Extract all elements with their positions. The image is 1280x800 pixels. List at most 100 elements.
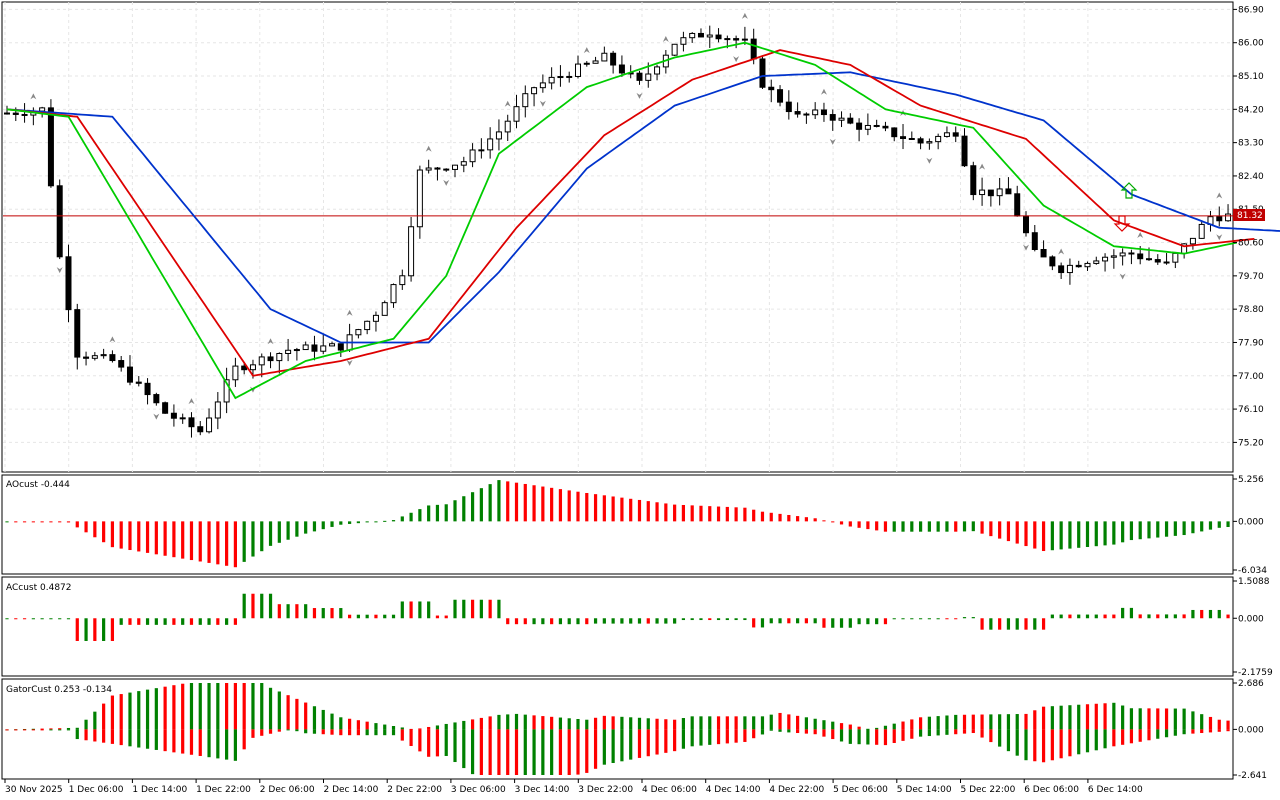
candle-body xyxy=(302,344,309,351)
ao-bar xyxy=(453,500,457,522)
candle-body xyxy=(1049,256,1056,267)
ao-bar xyxy=(892,521,896,532)
gator-up-bar xyxy=(1024,713,1028,730)
gator-down-bar xyxy=(1050,729,1054,761)
candle-body xyxy=(531,87,538,95)
ac-bar xyxy=(462,599,466,619)
ac-histogram xyxy=(5,593,1230,641)
ac-bar xyxy=(1015,618,1019,630)
ac-bar xyxy=(523,618,527,625)
gator-up-bar xyxy=(892,723,896,730)
ac-bar xyxy=(813,618,817,624)
gator-up-bar xyxy=(506,714,510,730)
ac-bar xyxy=(356,614,360,619)
gator-down-bar xyxy=(1121,729,1125,745)
candle-body xyxy=(1040,249,1047,258)
gator-up-bar xyxy=(198,683,202,730)
ao-bar xyxy=(5,521,9,523)
ac-bar xyxy=(716,618,721,621)
candle-body xyxy=(21,113,28,116)
gator-up-bar xyxy=(875,727,879,730)
gator-down-bar xyxy=(927,729,931,737)
fractal-up-icon xyxy=(504,100,511,107)
candle-body xyxy=(785,101,792,113)
ac-bar xyxy=(1217,609,1221,619)
gator-up-bar xyxy=(954,714,958,730)
ac-bar xyxy=(822,618,826,628)
x-tick-label: 2 Dec 22:00 xyxy=(387,785,442,795)
ao-bar xyxy=(567,490,571,522)
ao-bar xyxy=(58,521,62,523)
candle-body xyxy=(996,188,1003,197)
candle-body xyxy=(741,38,748,41)
ac-bar xyxy=(514,618,519,625)
gator-up-bar xyxy=(1068,705,1072,730)
ao-bar xyxy=(637,499,642,522)
gator-down-bar xyxy=(347,729,352,736)
ao-bar xyxy=(251,521,255,557)
x-tick-label: 1 Dec 22:00 xyxy=(196,785,251,795)
gator-histogram xyxy=(5,683,1230,775)
gator-down-bar xyxy=(769,729,773,731)
ao-bar xyxy=(901,521,905,532)
candle-body xyxy=(864,124,871,130)
ao-bar xyxy=(550,487,554,522)
gator-up-bar xyxy=(523,714,527,730)
ao-bar xyxy=(40,521,44,523)
ao-bar xyxy=(743,507,747,522)
gator-down-bar xyxy=(198,729,202,756)
candle-body xyxy=(320,345,327,352)
ac-bar xyxy=(901,618,905,620)
candle-body xyxy=(135,381,142,384)
gator-up-bar xyxy=(1182,708,1186,730)
ao-bar xyxy=(541,486,545,522)
ao-bar xyxy=(822,520,826,522)
ao-bar xyxy=(128,521,132,551)
ac-bar xyxy=(629,618,633,624)
gator-down-bar xyxy=(444,729,448,756)
ac-bar xyxy=(681,618,686,621)
gator-up-bar xyxy=(541,716,545,730)
grid-lines xyxy=(3,2,1233,472)
gator-down-bar xyxy=(1006,729,1011,752)
price-tick-label: 82.40 xyxy=(1238,172,1264,182)
gator-down-bar xyxy=(277,729,281,732)
candle-body xyxy=(381,302,388,316)
gator-up-bar xyxy=(910,719,914,730)
gator-up-bar xyxy=(49,728,53,730)
ac-bar xyxy=(198,618,202,625)
ao-bar xyxy=(629,498,633,522)
gator-up-bar xyxy=(365,721,369,730)
x-tick-label: 3 Dec 06:00 xyxy=(451,785,506,795)
fractal-down-icon xyxy=(539,100,546,107)
ac-bar xyxy=(1226,614,1230,619)
ac-bar xyxy=(93,618,97,641)
gator-up-bar xyxy=(1191,711,1195,730)
gator-down-bar xyxy=(356,729,360,736)
candle-body xyxy=(170,412,177,419)
ao-bar xyxy=(1164,521,1169,537)
gator-down-bar xyxy=(497,729,501,775)
ao-bar xyxy=(831,521,835,523)
fractal-up-icon xyxy=(1137,232,1144,239)
gator-down-bar xyxy=(971,729,975,734)
ac-bar xyxy=(506,618,510,625)
ac-tick-label: 0.000 xyxy=(1238,614,1264,624)
gator-up-bar xyxy=(918,717,923,730)
ac-bar xyxy=(497,599,501,619)
ao-bar xyxy=(804,517,808,522)
ac-bar xyxy=(189,618,194,625)
gator-up-bar xyxy=(66,727,71,730)
ao-bar xyxy=(1015,521,1019,544)
ao-bar xyxy=(427,505,431,522)
candle-body xyxy=(768,86,775,91)
gator-up-bar xyxy=(690,716,694,730)
ao-bar xyxy=(927,521,931,532)
ac-bar xyxy=(637,618,642,624)
ac-bar xyxy=(839,618,844,628)
gator-down-bar xyxy=(962,729,967,734)
gator-down-bar xyxy=(75,729,79,740)
gator-up-bar xyxy=(189,683,194,730)
fractal-down-icon xyxy=(636,92,643,99)
gator-up-bar xyxy=(321,709,325,730)
